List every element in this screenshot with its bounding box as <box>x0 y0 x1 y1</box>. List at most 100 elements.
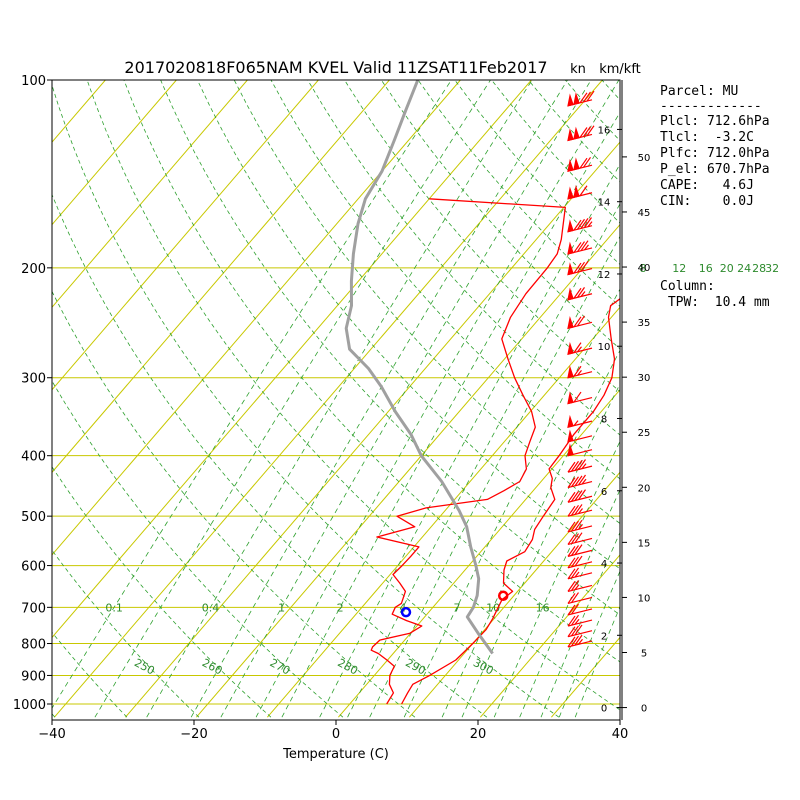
km-tick-label: 4 <box>601 559 607 570</box>
mixing-ratio-line <box>493 440 620 718</box>
wind-barb-full <box>577 241 585 252</box>
wind-barb-half <box>574 584 580 591</box>
isotherm <box>52 80 177 226</box>
mixing-ratio-line <box>461 383 620 718</box>
wind-barb-full <box>567 615 576 627</box>
parcel-line <box>344 80 494 655</box>
mixing-ratio-label-lower: 4 <box>399 601 406 614</box>
wind-barb-full <box>577 218 585 230</box>
wind-barb <box>567 315 593 330</box>
pressure-tick-label: 900 <box>21 669 46 684</box>
pressure-tick-label: 800 <box>21 638 46 653</box>
wind-barb <box>567 603 593 616</box>
column-tpw: TPW: 10.4 mm <box>660 295 770 310</box>
wind-barb-full <box>571 625 579 637</box>
wind-barb-full <box>577 315 585 327</box>
kft-tick-label: 40 <box>638 263 651 274</box>
wind-barb-full <box>571 491 579 502</box>
mixing-ratio-label-lower: 0.4 <box>202 601 220 614</box>
wind-barb-full <box>567 581 576 592</box>
wind-barb-full <box>567 626 576 638</box>
pressure-tick-label: 700 <box>21 601 46 616</box>
km-tick-label: 2 <box>601 631 607 642</box>
km-tick-label: 12 <box>598 270 611 281</box>
wind-barb-full <box>571 504 579 516</box>
wind-barb <box>567 567 593 580</box>
wind-barb <box>567 90 595 107</box>
wind-barb-full <box>574 519 583 531</box>
wind-barb <box>567 474 593 489</box>
wind-barb-flag <box>567 316 574 330</box>
wind-barb-half <box>574 571 580 578</box>
pressure-tick-label: 600 <box>21 560 46 575</box>
wind-barb <box>567 156 593 172</box>
mixing-ratio-line <box>52 80 452 710</box>
wind-barb-full <box>567 461 576 473</box>
wind-barb-full <box>567 505 576 517</box>
dry-adiabat <box>86 80 620 711</box>
wind-barb-full <box>574 475 583 487</box>
wind-barb-full <box>567 557 576 569</box>
wind-barb-full <box>571 635 579 647</box>
dry-adiabat <box>307 80 620 436</box>
wind-barb-full <box>573 219 582 231</box>
wind-barb-flag <box>573 157 580 171</box>
wind-barb-full <box>567 477 576 488</box>
temperature-tick-label: −40 <box>38 727 65 742</box>
dry-adiabat <box>52 84 560 718</box>
km-tick-label: 8 <box>601 415 607 426</box>
dewpoint-line <box>370 198 566 705</box>
pressure-tick-label: 300 <box>21 372 46 387</box>
wind-barb-full <box>567 491 576 503</box>
wind-barb <box>567 459 593 473</box>
wind-barb <box>567 240 593 255</box>
mixing-ratio-label-lower: 7 <box>453 601 460 614</box>
dry-adiabat-label: 250 <box>132 656 157 677</box>
mixing-ratio-label-upper: 24 <box>737 262 751 275</box>
isotherm <box>267 306 620 718</box>
wind-barb-full <box>571 592 579 603</box>
wind-barb-full <box>571 580 579 591</box>
wind-barb-full <box>578 459 586 470</box>
lcl-marker <box>400 606 412 618</box>
wind-barb-half <box>577 369 582 376</box>
wind-barb <box>567 217 593 233</box>
parcel-plcl: Plcl: 712.6hPa <box>660 114 770 129</box>
mixing-ratio-line <box>319 163 620 718</box>
wind-barb-half <box>577 346 582 353</box>
dry-adiabat-label: 270 <box>268 656 293 677</box>
isotherm <box>0 80 34 717</box>
wind-barb-flag <box>567 443 574 457</box>
wind-barb-full <box>573 391 582 403</box>
mixing-ratio-label-lower: 16 <box>536 601 550 614</box>
wind-barb-full <box>574 460 583 471</box>
wind-barb-full <box>574 544 583 555</box>
wind-barb-full <box>571 460 579 472</box>
kft-tick-label: 20 <box>638 483 651 494</box>
mixing-ratio-line <box>441 349 620 718</box>
km-tick-label: 6 <box>601 487 607 498</box>
wind-barb-half <box>587 221 593 228</box>
pressure-tick-label: 400 <box>21 450 46 465</box>
isotherm <box>409 471 620 718</box>
wind-barb <box>567 443 593 457</box>
wind-barb-full <box>573 316 582 328</box>
parcel-info-panel: Parcel: MU ------------- Plcl: 712.6hPa … <box>660 84 770 310</box>
wind-barb-full <box>579 157 588 169</box>
temperature-tick-label: 20 <box>470 727 487 742</box>
wind-barb-flag <box>573 126 580 140</box>
chart-title: 2017020818F065NAM KVEL Valid 11ZSAT11Feb… <box>124 58 547 77</box>
mixing-ratio-label-upper: 28 <box>752 262 766 275</box>
mixing-ratio-line <box>540 531 620 718</box>
mixing-ratio-label-upper: 32 <box>765 262 779 275</box>
dry-adiabat <box>52 631 128 718</box>
wind-barb <box>567 341 593 355</box>
mixing-ratio-line <box>519 489 620 718</box>
wind-barb-full <box>571 567 579 579</box>
wind-barb <box>567 555 593 569</box>
wind-barb-half <box>573 420 579 427</box>
dry-adiabat-label: 280 <box>335 656 360 677</box>
mixing-ratio-label-upper: 20 <box>720 262 734 275</box>
wind-barb <box>567 580 593 592</box>
wind-barb-half <box>578 638 583 645</box>
